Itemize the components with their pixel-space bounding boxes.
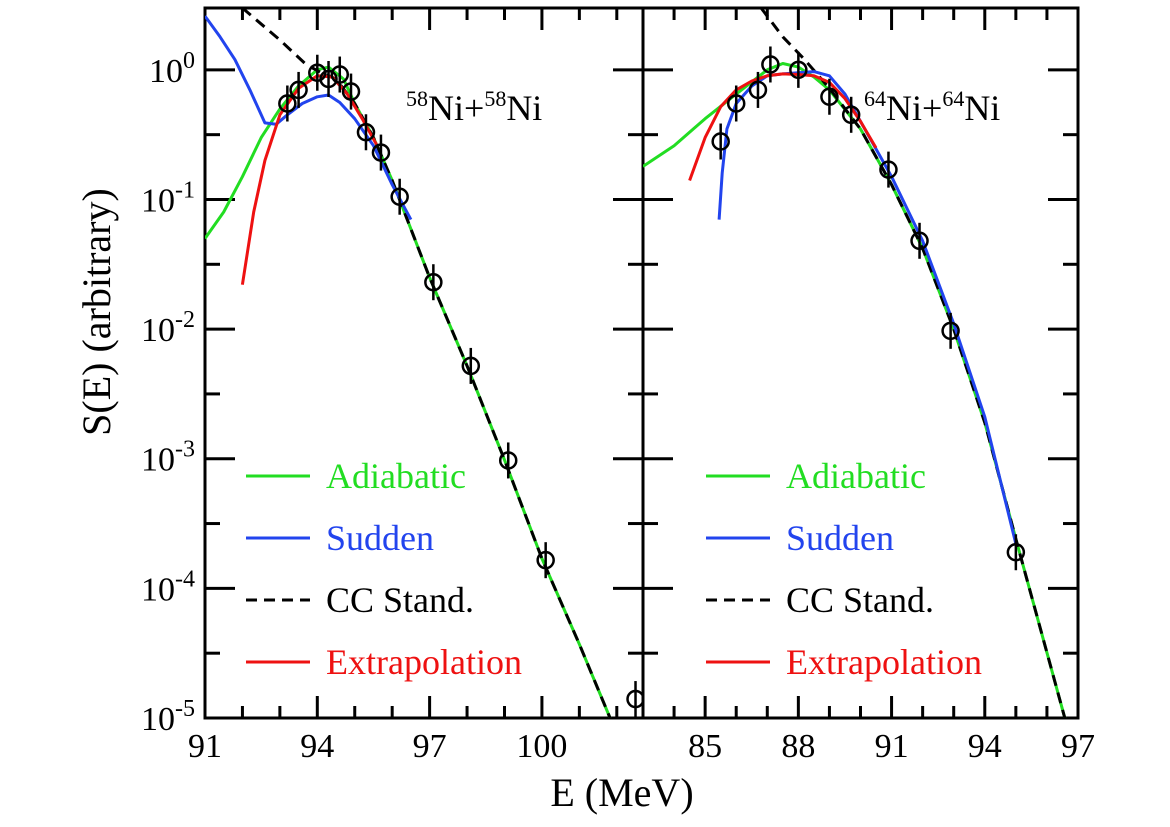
data-point bbox=[536, 550, 555, 570]
series-adiabatic-line bbox=[643, 62, 1067, 718]
legend-label-adiabatic: Adiabatic bbox=[786, 456, 926, 496]
data-point bbox=[1006, 542, 1026, 562]
data-point bbox=[498, 451, 518, 470]
data-point bbox=[278, 94, 297, 113]
y-tick-label: 10-2 bbox=[141, 307, 195, 349]
x-tick-label: 100 bbox=[516, 728, 567, 765]
y-tick-label: 100 bbox=[149, 48, 195, 90]
data-point bbox=[879, 160, 898, 179]
legend-label-extrap: Extrapolation bbox=[326, 642, 522, 682]
data-point bbox=[726, 94, 746, 113]
panels-layer: 91 94 97 100 10-5 10-4 10-3 10-2 10-1 100 58Ni+58N… bbox=[141, 6, 1095, 765]
data-point bbox=[941, 321, 960, 341]
data-point bbox=[820, 87, 839, 107]
data-point bbox=[711, 132, 730, 151]
data-point bbox=[424, 272, 443, 292]
curves bbox=[205, 8, 643, 718]
series-sudden-line bbox=[205, 15, 413, 221]
y-tick-label: 10-1 bbox=[141, 177, 195, 219]
legend-label-sudden: Sudden bbox=[326, 518, 434, 558]
legend-label-cc: CC Stand. bbox=[786, 580, 934, 620]
legend-label-adiabatic: Adiabatic bbox=[326, 456, 466, 496]
x-axis-title: E (MeV) bbox=[550, 770, 693, 815]
data-point bbox=[910, 231, 929, 251]
data-point bbox=[761, 55, 780, 74]
legend-label-extrap: Extrapolation bbox=[786, 642, 982, 682]
data-point bbox=[789, 60, 808, 80]
reaction-label: 64Ni+64Ni bbox=[864, 86, 1000, 128]
x-tick-label: 94 bbox=[968, 728, 1002, 765]
data-point bbox=[841, 105, 861, 125]
panel-right: 85 88 91 94 97 64Ni+64Ni Adiabatic Sudden CC Sta… bbox=[641, 6, 1095, 765]
panel-left: 91 94 97 100 10-5 10-4 10-3 10-2 10-1 100 58Ni+58N… bbox=[141, 6, 645, 765]
legend-label-sudden: Sudden bbox=[786, 518, 894, 558]
x-tick-label: 97 bbox=[1061, 728, 1095, 765]
series-extrap-line bbox=[688, 72, 878, 182]
data-point bbox=[341, 82, 361, 101]
curves bbox=[643, 8, 1067, 718]
data-point bbox=[330, 65, 350, 84]
legend-label-cc: CC Stand. bbox=[326, 580, 474, 620]
x-tick-label: 88 bbox=[781, 728, 815, 765]
x-tick-label: 97 bbox=[413, 728, 447, 765]
x-tick-label: 91 bbox=[188, 728, 222, 765]
y-tick-label: 10-4 bbox=[141, 566, 195, 608]
data-point bbox=[461, 356, 481, 376]
x-tick-label: 85 bbox=[688, 728, 722, 765]
y-tick-label: 10-5 bbox=[141, 696, 195, 738]
data-point bbox=[289, 80, 308, 100]
y-tick-label: 10-3 bbox=[141, 437, 195, 479]
y-axis-title: S(E) (arbitrary) bbox=[74, 188, 119, 436]
reaction-label: 58Ni+58Ni bbox=[406, 86, 542, 128]
data-point bbox=[356, 123, 376, 142]
data-point bbox=[626, 689, 643, 709]
series-extrap-line bbox=[240, 74, 379, 285]
data-point bbox=[390, 187, 409, 206]
data-point bbox=[319, 69, 338, 89]
data-point bbox=[748, 80, 768, 100]
x-tick-label: 91 bbox=[875, 728, 909, 765]
data-point bbox=[371, 143, 391, 162]
x-tick-label: 94 bbox=[300, 728, 334, 765]
